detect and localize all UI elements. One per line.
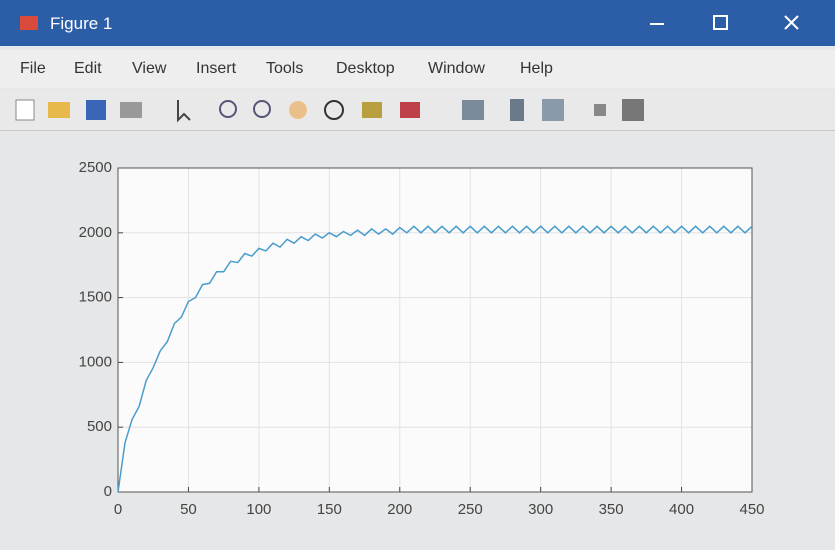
menu-item[interactable]: Tools <box>266 60 303 78</box>
y-tick-label: 2000 <box>79 224 112 241</box>
save-button[interactable] <box>86 100 106 120</box>
title-icons <box>0 0 835 46</box>
maximize[interactable] <box>714 16 727 29</box>
x-tick-label: 100 <box>246 501 271 518</box>
rotate-button[interactable] <box>325 101 343 119</box>
y-tick-label: 0 <box>104 483 112 500</box>
menu-item[interactable]: Window <box>428 60 485 78</box>
axes-background <box>118 168 752 492</box>
y-tick-label: 2500 <box>79 159 112 176</box>
new-button[interactable] <box>16 100 34 120</box>
y-tick-label: 500 <box>87 418 112 435</box>
figure-area: 0 50 100 150 200 250 300 350 400 450 0 500 1000 1500 2… <box>0 132 835 550</box>
x-tick-label: 0 <box>114 501 122 518</box>
x-tick-label: 200 <box>387 501 412 518</box>
y-tick-label: 1500 <box>79 289 112 306</box>
legend-button[interactable] <box>542 99 564 121</box>
toolbar <box>0 90 835 131</box>
open-button[interactable] <box>48 102 70 118</box>
show-plot-button[interactable] <box>622 99 644 121</box>
window-title: Figure 1 <box>50 14 112 34</box>
menu-item[interactable]: Desktop <box>336 60 395 78</box>
zoom-in-button[interactable] <box>220 101 236 117</box>
toolbar-icons <box>0 90 835 130</box>
title-bar: Figure 1 <box>0 0 835 46</box>
y-tick-label: 1000 <box>79 353 112 370</box>
menu-item[interactable]: Edit <box>74 60 102 78</box>
menu-item[interactable]: File <box>20 60 46 78</box>
menu-item[interactable]: Insert <box>196 60 236 78</box>
app-icon <box>20 16 38 30</box>
colorbar-button[interactable] <box>510 99 524 121</box>
link-button[interactable] <box>462 100 484 120</box>
x-tick-label: 400 <box>669 501 694 518</box>
x-tick-label: 450 <box>739 501 764 518</box>
menu-item[interactable]: Help <box>520 60 553 78</box>
menu-bar: File Edit View Insert Tools Desktop Window Help <box>0 50 835 88</box>
print-button[interactable] <box>120 102 142 118</box>
datacursor-button[interactable] <box>362 102 382 118</box>
close[interactable] <box>785 16 798 29</box>
x-tick-label: 350 <box>599 501 624 518</box>
x-tick-label: 250 <box>458 501 483 518</box>
x-tick-label: 150 <box>317 501 342 518</box>
hide-plot-button[interactable] <box>594 104 606 116</box>
x-tick-label: 50 <box>180 501 197 518</box>
zoom-out-button[interactable] <box>254 101 270 117</box>
figure-window: Figure 1 File Edit View Insert Tools Desktop W… <box>0 0 835 550</box>
select-button[interactable] <box>178 100 190 120</box>
x-tick-label: 300 <box>528 501 553 518</box>
brush-button[interactable] <box>400 102 420 118</box>
menu-item[interactable]: View <box>132 60 166 78</box>
pan-button[interactable] <box>289 101 307 119</box>
